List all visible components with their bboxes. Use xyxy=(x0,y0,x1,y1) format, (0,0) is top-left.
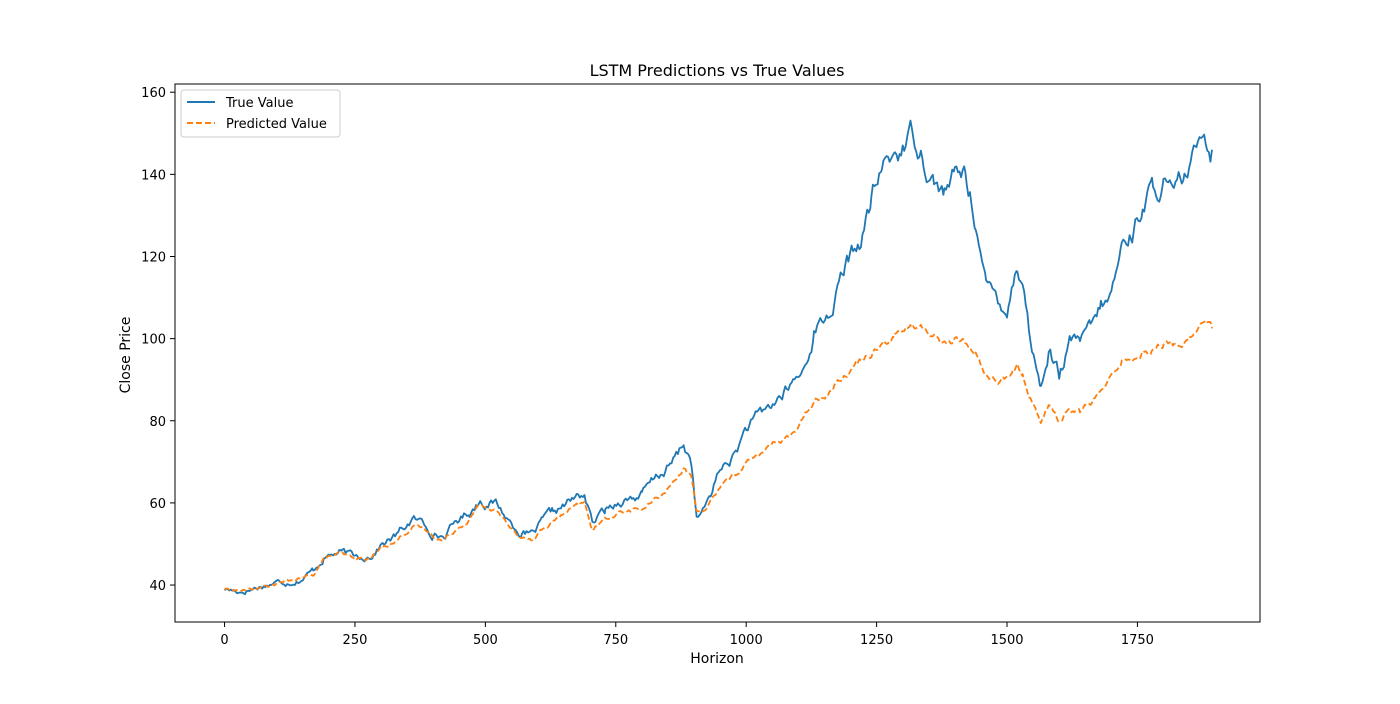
series-line-true-value xyxy=(223,119,1213,596)
x-tick-label: 250 xyxy=(343,633,368,648)
x-tick-label: 750 xyxy=(603,633,628,648)
legend-label-predicted-value: Predicted Value xyxy=(226,117,327,132)
legend: True Value Predicted Value xyxy=(180,89,341,138)
x-tick-label: 0 xyxy=(220,633,228,648)
legend-label-true-value: True Value xyxy=(225,96,293,111)
y-tick-label: 120 xyxy=(141,250,166,265)
plot-series xyxy=(223,119,1213,596)
y-tick-label: 100 xyxy=(141,333,166,348)
x-tick-label: 1750 xyxy=(1121,633,1154,648)
y-axis-ticks: 40 60 80 100 120 140 160 xyxy=(141,86,175,594)
y-axis-label: Close Price xyxy=(118,317,134,394)
x-axis-ticks: 0 250 500 750 1000 1250 1500 1750 xyxy=(220,622,1154,648)
x-tick-label: 500 xyxy=(473,633,498,648)
x-tick-label: 1500 xyxy=(990,633,1023,648)
y-tick-label: 40 xyxy=(149,579,166,594)
legend-box xyxy=(180,89,341,138)
x-tick-label: 1250 xyxy=(860,633,893,648)
y-tick-label: 160 xyxy=(141,86,166,101)
x-axis-label: Horizon xyxy=(690,651,744,667)
chart-title: LSTM Predictions vs True Values xyxy=(590,61,845,80)
y-tick-label: 140 xyxy=(141,168,166,183)
x-tick-label: 1000 xyxy=(730,633,763,648)
plot-frame xyxy=(174,83,1261,623)
y-tick-label: 60 xyxy=(149,497,166,512)
y-tick-label: 80 xyxy=(149,415,166,430)
series-line-predicted-value xyxy=(224,319,1213,592)
